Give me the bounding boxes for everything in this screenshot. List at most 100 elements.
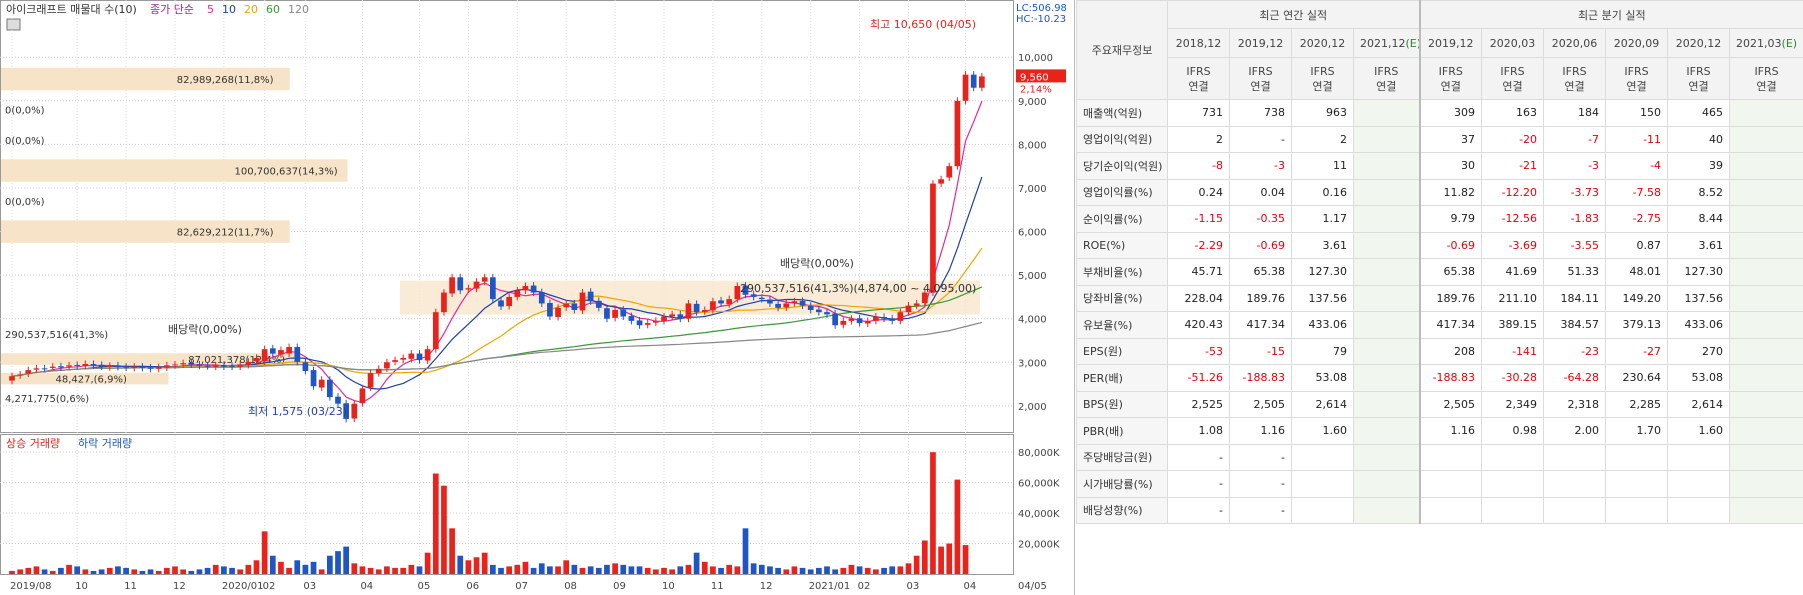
time-tick-label: 04 bbox=[964, 581, 977, 592]
candle-body bbox=[889, 318, 896, 321]
candle-body bbox=[946, 166, 953, 178]
volume-down-legend: 하락 거래량 bbox=[78, 436, 132, 450]
table-cell: -7.58 bbox=[1605, 178, 1669, 206]
volume-bar bbox=[261, 531, 268, 574]
table-cell: 2,505 bbox=[1229, 390, 1292, 418]
volume-bar bbox=[424, 552, 431, 574]
volume-bar bbox=[49, 570, 56, 574]
row-label: EPS(원) bbox=[1076, 337, 1168, 365]
table-cell: 30 bbox=[1418, 152, 1483, 180]
candle-body bbox=[286, 347, 292, 354]
row-label: 주당배당금(원) bbox=[1076, 443, 1168, 471]
table-cell: 2,614 bbox=[1291, 390, 1354, 418]
candle-body bbox=[253, 357, 260, 362]
table-cell bbox=[1729, 390, 1803, 418]
ifrs-label: IFRS bbox=[1186, 64, 1211, 78]
volume-profile-label: 48,427,(6,9%) bbox=[55, 375, 126, 386]
candle-body bbox=[791, 301, 798, 304]
table-cell bbox=[1729, 443, 1803, 471]
table-cell bbox=[1729, 364, 1803, 392]
current-price-tag bbox=[1016, 69, 1066, 83]
row-label: 순이익률(%) bbox=[1076, 205, 1168, 233]
ma-legend-item: 10 bbox=[222, 3, 236, 16]
table-cell bbox=[1729, 470, 1803, 498]
candle-body bbox=[848, 318, 855, 321]
table-cell: -3 bbox=[1543, 152, 1607, 180]
candle-body bbox=[767, 299, 773, 304]
volume-bar bbox=[351, 563, 358, 574]
candle-body bbox=[538, 292, 545, 304]
volume-bar bbox=[832, 569, 839, 574]
ifrs-badge: IFRS 연결 bbox=[1481, 57, 1545, 100]
volume-bar bbox=[579, 567, 586, 574]
candle-body bbox=[98, 364, 105, 367]
volume-profile-label: 82,629,212(11,7%) bbox=[177, 228, 274, 239]
estimate-marker: (E) bbox=[1781, 36, 1798, 50]
volume-bar bbox=[848, 564, 855, 574]
table-cell: -12.56 bbox=[1481, 205, 1545, 233]
volume-bar bbox=[188, 570, 195, 574]
table-cell: 963 bbox=[1291, 99, 1354, 127]
table-cell: 0.04 bbox=[1229, 178, 1292, 206]
volume-bar bbox=[343, 546, 350, 574]
table-cell: 2,349 bbox=[1481, 390, 1545, 418]
table-cell bbox=[1543, 443, 1607, 471]
volume-bar bbox=[701, 561, 708, 574]
ma-legend-prefix: 종가 단순 bbox=[150, 3, 194, 16]
volume-bar bbox=[82, 569, 89, 574]
volume-bar bbox=[98, 569, 105, 574]
volume-profile-bar bbox=[1, 353, 302, 365]
ifrs-label: IFRS bbox=[1686, 64, 1711, 78]
candle-body bbox=[261, 349, 268, 362]
candle-body bbox=[750, 294, 757, 297]
volume-bar bbox=[473, 557, 480, 574]
candle-body bbox=[905, 305, 912, 313]
candle-body bbox=[41, 368, 48, 370]
candle-body bbox=[359, 388, 366, 404]
period-header: 2020,06 bbox=[1543, 28, 1607, 58]
table-cell: 127.30 bbox=[1667, 258, 1731, 286]
table-cell: 53.08 bbox=[1291, 364, 1354, 392]
candle-body bbox=[669, 314, 676, 317]
table-cell: 731 bbox=[1167, 99, 1230, 127]
time-tick-label: 10 bbox=[75, 581, 88, 592]
candle-body bbox=[873, 316, 879, 321]
candle-body bbox=[180, 363, 187, 365]
time-tick-label: 12 bbox=[760, 581, 773, 592]
volume-tick-label: 80,000K bbox=[1018, 448, 1060, 459]
candle-body bbox=[506, 296, 513, 307]
candle-body bbox=[824, 312, 830, 315]
ifrs-consolidated-label: 연결 bbox=[1756, 79, 1777, 93]
table-cell: -188.83 bbox=[1418, 364, 1483, 392]
period-label: 2020,12 bbox=[1299, 36, 1346, 50]
volume-tick-label: 60,000K bbox=[1018, 479, 1060, 490]
table-cell: 150 bbox=[1605, 99, 1669, 127]
candle-body bbox=[571, 303, 578, 310]
candle-body bbox=[245, 361, 252, 365]
table-cell bbox=[1729, 152, 1803, 180]
table-cell: 270 bbox=[1667, 337, 1731, 365]
volume-bar bbox=[253, 560, 260, 574]
time-tick-label: 09 bbox=[613, 581, 626, 592]
table-cell: 2,318 bbox=[1543, 390, 1607, 418]
table-row: 주당배당금(원) - - bbox=[1076, 443, 1803, 471]
table-cell: 1.16 bbox=[1229, 417, 1292, 445]
volume-bar bbox=[620, 564, 627, 574]
table-cell: 137.56 bbox=[1667, 284, 1731, 312]
volume-bar bbox=[441, 485, 447, 574]
stock-chart[interactable]: 2,000 3,000 4,000 5,000 6,000 7,000 8,000 9,000… bbox=[0, 0, 1075, 595]
ifrs-consolidated-label: 연결 bbox=[1312, 79, 1333, 93]
candle-body bbox=[840, 320, 847, 325]
ma-legend-item: 5 bbox=[207, 3, 214, 16]
grid-icon bbox=[6, 18, 21, 31]
table-cell: 8.52 bbox=[1667, 178, 1731, 206]
table-row: 당기순이익(억원) -8 -3 11 30 -21 -3 -4 39 bbox=[1076, 152, 1803, 180]
table-cell: - bbox=[1167, 496, 1230, 524]
candle-body bbox=[799, 300, 806, 306]
candle-body bbox=[424, 349, 431, 361]
volume-bar bbox=[147, 569, 154, 574]
volume-bar bbox=[555, 566, 561, 574]
volume-bar bbox=[897, 566, 904, 574]
row-label: 시가배당률(%) bbox=[1076, 470, 1168, 498]
row-label: 당기순이익(억원) bbox=[1076, 152, 1168, 180]
